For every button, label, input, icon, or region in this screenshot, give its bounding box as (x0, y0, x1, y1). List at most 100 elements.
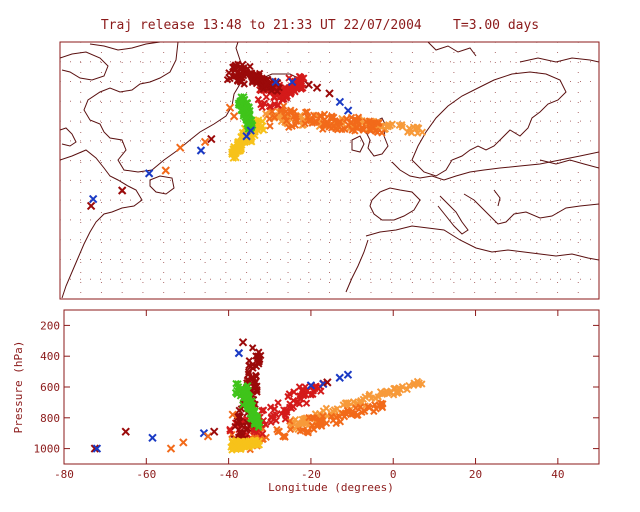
coastline-scandinavia (411, 71, 567, 177)
coastline-north-america-east (60, 149, 143, 299)
trajectory-marker (323, 378, 332, 387)
trajectory-marker (351, 409, 359, 417)
trajectory-marker (335, 373, 344, 382)
trajectory-marker (252, 362, 261, 371)
trajectory-marker (322, 419, 331, 428)
trajectory-marker (236, 98, 244, 107)
coastline-adriatic (493, 189, 501, 207)
map-frame (59, 41, 600, 300)
trajectory-marker (246, 126, 255, 135)
trajectory-marker (316, 113, 325, 121)
coastline-black-sea (539, 159, 599, 169)
trajectory-marker (324, 119, 332, 127)
map-trajectory-markers (86, 60, 353, 211)
trajectory-marker (347, 113, 356, 122)
trajectory-marker (263, 79, 271, 88)
trajectory-marker (292, 112, 300, 121)
y-tick-label: 800 (40, 412, 60, 425)
trajectory-marker (207, 134, 216, 144)
trajectory-marker (121, 427, 130, 436)
trajectory-marker (232, 379, 240, 388)
coastline-north-africa (365, 225, 599, 261)
trajectory-marker (225, 103, 235, 112)
trajectory-marker (309, 390, 317, 399)
trajectory-marker (258, 430, 267, 438)
trajectory-marker (238, 60, 247, 70)
trajectory-marker (236, 147, 245, 155)
trajectory-marker (266, 102, 275, 111)
trajectory-marker (235, 444, 244, 453)
trajectory-marker (179, 438, 188, 447)
profile-panel: -80 -60 -40 -20 0 20 40 200 400 600 800 1000 Longit… (12, 309, 600, 494)
coastline-ireland (351, 135, 365, 153)
trajectory-marker (333, 126, 342, 134)
trajectory-marker (86, 201, 96, 211)
trajectory-marker (231, 66, 239, 75)
coastline-baffin (60, 127, 77, 147)
trajectory-marker (226, 74, 234, 83)
trajectory-marker (414, 124, 423, 132)
coastline-newfoundland (149, 175, 175, 195)
swarm-green (231, 379, 264, 431)
trajectory-marker (245, 357, 253, 365)
swarm-red (226, 379, 327, 449)
trajectory-marker (236, 430, 245, 438)
trajectory-marker (245, 108, 253, 117)
x-axis-label: Longitude (degrees) (268, 481, 394, 494)
trajectory-marker (241, 385, 249, 393)
trajectory-marker (414, 381, 423, 389)
y-tick-label: 400 (40, 350, 60, 363)
trajectory-marker (92, 444, 102, 453)
trajectory-marker (243, 424, 252, 432)
trajectory-marker (354, 117, 362, 126)
trajectory-marker (117, 186, 127, 195)
trajectory-marker (234, 348, 244, 358)
trajectory-marker (277, 409, 286, 418)
trajectory-marker (320, 110, 329, 118)
trajectory-marker (254, 440, 262, 449)
trajectory-marker (310, 425, 318, 433)
swarm-green (234, 92, 257, 133)
coastline-canada-arctic (60, 51, 109, 81)
trajectory-marker (236, 427, 244, 436)
trajectory-marker (232, 150, 240, 158)
trajectory-marker (254, 95, 263, 104)
trajectory-marker (356, 403, 365, 411)
trajectory-marker (249, 374, 258, 382)
trajectory-marker (235, 438, 244, 446)
trajectory-marker (312, 83, 322, 92)
trajectory-marker (287, 404, 296, 413)
trajectory-marker (398, 121, 406, 129)
trajectory-marker (265, 83, 273, 92)
trajectory-marker (266, 403, 275, 411)
trajectory-marker (262, 93, 271, 101)
coastline-svalbard (427, 42, 477, 57)
trajectory-marker (325, 89, 334, 98)
trajectory-marker (374, 393, 382, 401)
trajectory-marker (242, 115, 250, 123)
profile-frame (63, 309, 600, 465)
trajectory-marker (295, 383, 304, 391)
trajectory-marker (407, 128, 416, 137)
coastline-europe (391, 151, 599, 181)
x-tick-label: -60 (136, 468, 156, 481)
trajectory-marker (247, 402, 255, 411)
trajectory-marker (374, 119, 383, 128)
coastline-balkans (463, 193, 599, 225)
trajectory-marker (273, 425, 281, 434)
trajectory-marker (270, 113, 279, 121)
trajectory-marker (333, 119, 341, 127)
trajectory-marker (283, 92, 291, 100)
swarm-orange (265, 102, 386, 137)
trajectory-marker (255, 357, 264, 366)
chart-title: Traj release 13:48 to 21:33 UT 22/07/200… (100, 18, 540, 33)
trajectory-marker (234, 413, 242, 421)
trajectory-marker (335, 413, 344, 421)
trajectory-marker (351, 127, 359, 135)
trajectory-marker (296, 427, 305, 435)
trajectory-marker (236, 65, 245, 74)
trajectory-marker (304, 427, 312, 436)
trajectory-marker (251, 379, 259, 388)
trajectory-marker (343, 370, 353, 379)
trajectory-marker (403, 385, 411, 394)
